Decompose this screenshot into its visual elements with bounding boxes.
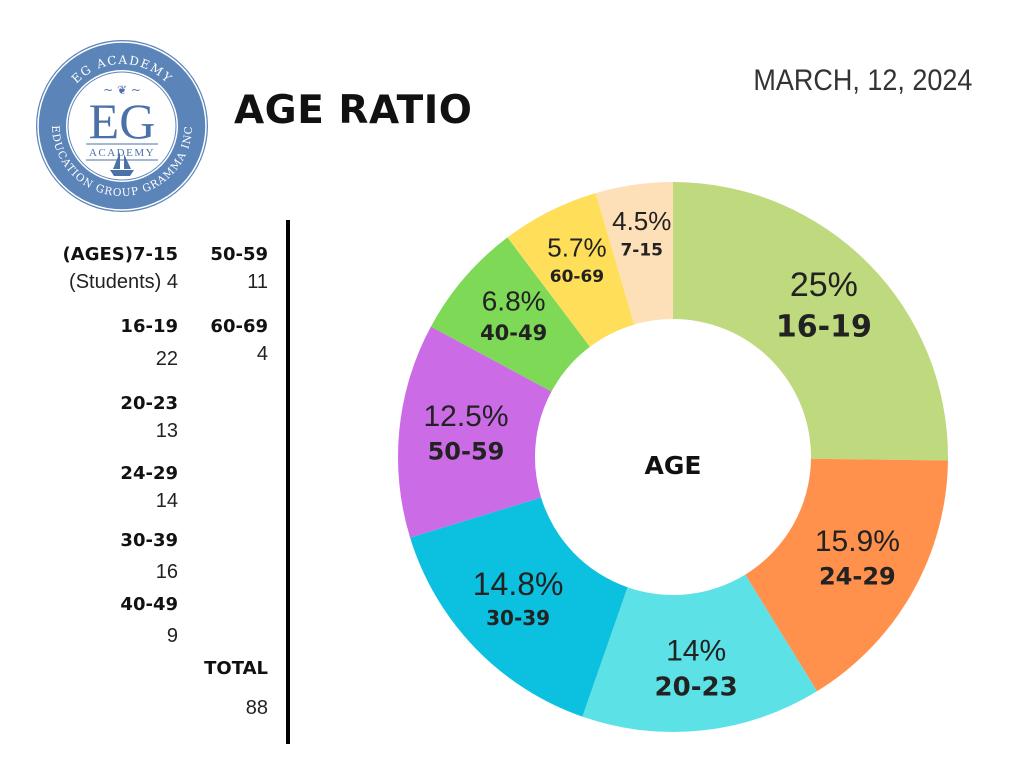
- logo-flourish-icon: ~ ❦ ~: [103, 83, 141, 97]
- slice-percent-label-40-49: 6.8%: [482, 285, 546, 316]
- ship-icon: [110, 152, 134, 176]
- age-value-30-39: 16: [155, 561, 178, 583]
- age-label-24-29: 24-29: [120, 463, 178, 484]
- age-label-50-59: 50-59: [210, 244, 268, 265]
- donut-slice-40-49: [430, 237, 590, 392]
- slice-category-label-50-59: 50-59: [428, 437, 505, 465]
- slice-percent-label-16-19: 25%: [790, 266, 858, 304]
- donut-slice-60-69: [507, 193, 635, 347]
- donut-slice-16-19: [673, 182, 948, 461]
- slice-category-label-60-69: 60-69: [550, 267, 604, 287]
- donut-slice-20-23: [582, 574, 817, 732]
- donut-slice-7-15: [595, 182, 673, 325]
- slice-category-label-24-29: 24-29: [819, 562, 896, 590]
- age-value-16-19: 22: [155, 348, 178, 370]
- students-note: (Students) 4: [69, 271, 178, 293]
- age-value-20-23: 13: [155, 420, 178, 442]
- divider-line: [286, 220, 290, 744]
- slice-category-label-30-39: 30-39: [486, 606, 550, 630]
- slice-percent-label-60-69: 5.7%: [547, 233, 606, 263]
- slice-percent-label-24-29: 15.9%: [815, 525, 900, 558]
- ages-heading: (AGES)7-15: [62, 244, 178, 265]
- donut-slice-50-59: [398, 326, 552, 538]
- slice-category-label-16-19: 16-19: [776, 310, 872, 345]
- donut-labels: 25% 16-19 15.9% 24-29 14% 20-23 14.8% 30-39 12.5…: [423, 206, 899, 702]
- donut-slices: [398, 182, 948, 732]
- age-value-50-59: 11: [247, 271, 268, 293]
- age-label-60-69: 60-69: [210, 316, 268, 337]
- slice-category-label-20-23: 20-23: [655, 672, 738, 702]
- age-label-40-49: 40-49: [120, 594, 178, 615]
- slice-percent-label-30-39: 14.8%: [473, 566, 564, 602]
- age-value-24-29: 14: [155, 490, 178, 512]
- logo-monogram: EG: [89, 93, 156, 149]
- slice-percent-label-7-15: 4.5%: [612, 206, 671, 236]
- eg-academy-logo: EG ACADEMY EDUCATION GROUP GRAMMA INC ~ …: [36, 40, 208, 212]
- slice-percent-label-20-23: 14%: [666, 634, 726, 667]
- age-label-30-39: 30-39: [120, 530, 178, 551]
- total-label: TOTAL: [204, 658, 268, 679]
- slice-category-label-7-15: 7-15: [620, 240, 663, 260]
- age-label-20-23: 20-23: [120, 393, 178, 414]
- age-value-40-49: 9: [166, 625, 178, 647]
- donut-slice-24-29: [745, 458, 948, 692]
- slice-percent-label-50-59: 12.5%: [423, 400, 508, 433]
- date-label: MARCH, 12, 2024: [752, 64, 972, 97]
- age-value-60-69: 4: [256, 343, 268, 365]
- total-value: 88: [245, 697, 268, 719]
- donut-slice-30-39: [410, 497, 628, 717]
- page-title: AGE RATIO: [234, 88, 473, 133]
- logo-subtitle: ACADEMY: [89, 147, 155, 159]
- donut-center-label: AGE: [645, 451, 702, 480]
- slice-category-label-40-49: 40-49: [480, 321, 547, 345]
- age-label-16-19: 16-19: [120, 316, 178, 337]
